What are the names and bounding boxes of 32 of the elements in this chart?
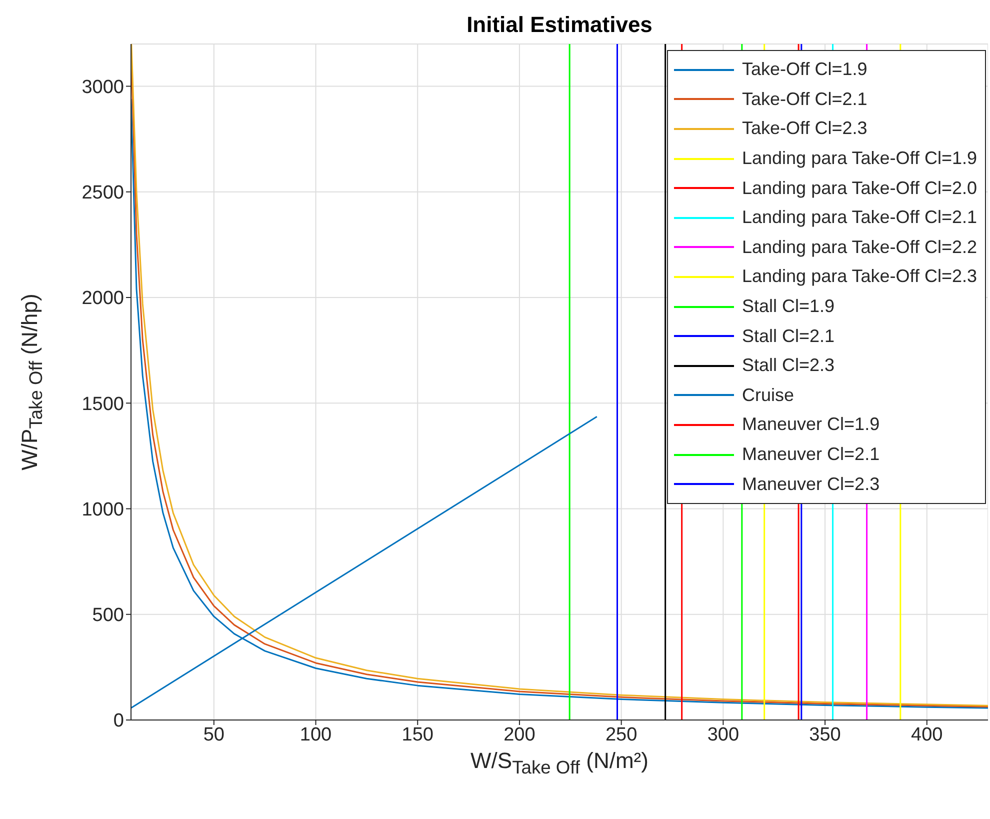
legend-label: Landing para Take-Off Cl=1.9 [742,148,977,170]
legend-label: Take-Off Cl=2.3 [742,118,868,140]
y-tick-label: 3000 [82,76,124,98]
y-tick-label: 2000 [82,288,124,310]
x-tick-label: 100 [300,724,332,746]
x-tick-label: 150 [402,724,434,746]
x-tick-label: 350 [809,724,841,746]
y-tick-label: 1500 [82,394,124,415]
legend-label: Landing para Take-Off Cl=2.0 [742,178,977,199]
legend-label: Maneuver Cl=1.9 [742,414,880,436]
legend-label: Cruise [742,384,794,406]
y-tick-label: 1000 [82,499,124,520]
legend-label: Maneuver Cl=2.1 [742,444,880,466]
legend-label: Stall Cl=2.3 [742,355,835,376]
x-tick-label: 200 [504,724,536,746]
x-tick-label: 250 [605,724,638,746]
legend-label: Take-Off Cl=2.1 [742,88,868,110]
x-tick-label: 300 [707,724,740,746]
legend-label: Maneuver Cl=2.3 [742,474,880,495]
legend-label: Landing para Take-Off Cl=2.1 [742,207,977,228]
legend-label: Stall Cl=1.9 [742,296,835,318]
y-tick-label: 0 [113,710,124,732]
legend-label: Landing para Take-Off Cl=2.2 [742,236,977,258]
x-axis-title: W/S$_{Take Off}$ (N/m²) [470,748,650,778]
x-tick-label: 400 [911,724,943,746]
x-tick-label: 50 [203,724,224,746]
legend-label: Take-Off Cl=1.9 [742,59,868,80]
y-tick-label: 500 [92,605,124,626]
chart-title: Initial Estimatives [466,12,654,38]
legend-label: Stall Cl=2.1 [742,326,835,347]
y-tick-label: 2500 [82,182,124,204]
legend-label: Landing para Take-Off Cl=2.3 [742,266,977,288]
